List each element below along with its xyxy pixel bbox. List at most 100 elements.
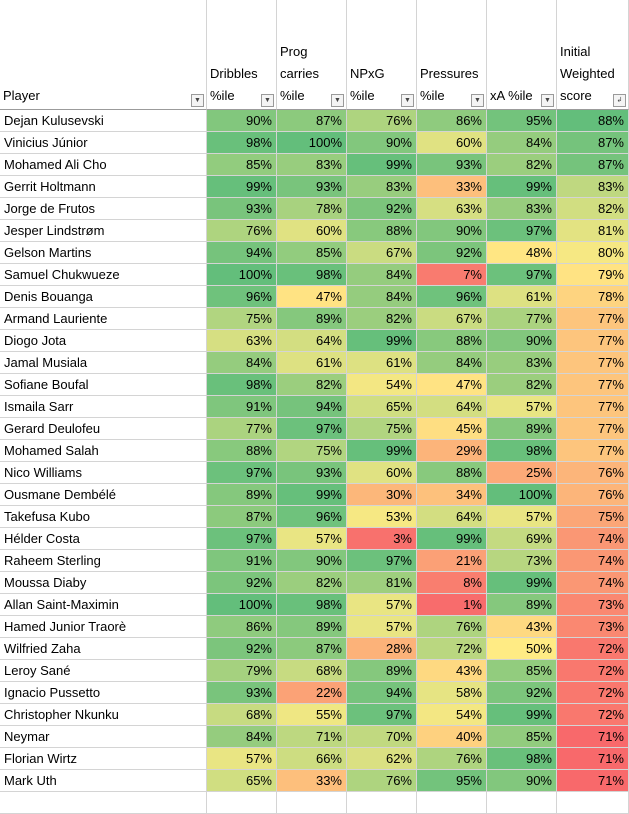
weighted-score-cell[interactable]: 73% [557, 616, 629, 638]
xa-cell[interactable]: 100% [487, 484, 557, 506]
weighted-score-cell[interactable]: 82% [557, 198, 629, 220]
xa-cell[interactable]: 83% [487, 352, 557, 374]
pressures-cell[interactable]: 8% [417, 572, 487, 594]
npxg-cell[interactable] [347, 792, 417, 814]
dribbles-cell[interactable]: 100% [207, 594, 277, 616]
prog-carries-cell[interactable]: 85% [277, 242, 347, 264]
player-name-cell[interactable]: Ignacio Pussetto [0, 682, 207, 704]
weighted-score-cell[interactable]: 77% [557, 396, 629, 418]
prog-carries-cell[interactable]: 87% [277, 110, 347, 132]
pressures-cell[interactable]: 64% [417, 506, 487, 528]
pressures-cell[interactable]: 64% [417, 396, 487, 418]
npxg-cell[interactable]: 76% [347, 770, 417, 792]
xa-cell[interactable]: 99% [487, 704, 557, 726]
weighted-score-cell[interactable]: 79% [557, 264, 629, 286]
player-name-cell[interactable]: Florian Wirtz [0, 748, 207, 770]
pressures-cell[interactable]: 72% [417, 638, 487, 660]
column-header-pressures[interactable]: Pressures %ile ▼ [417, 0, 487, 110]
player-name-cell[interactable]: Gerrit Holtmann [0, 176, 207, 198]
dribbles-cell[interactable]: 92% [207, 572, 277, 594]
dribbles-cell[interactable]: 85% [207, 154, 277, 176]
player-name-cell[interactable]: Armand Lauriente [0, 308, 207, 330]
npxg-cell[interactable]: 54% [347, 374, 417, 396]
xa-cell[interactable]: 85% [487, 726, 557, 748]
weighted-score-cell[interactable]: 81% [557, 220, 629, 242]
weighted-score-cell[interactable]: 73% [557, 594, 629, 616]
pressures-cell[interactable]: 93% [417, 154, 487, 176]
pressures-cell[interactable]: 7% [417, 264, 487, 286]
player-name-cell[interactable]: Takefusa Kubo [0, 506, 207, 528]
player-name-cell[interactable]: Hélder Costa [0, 528, 207, 550]
player-name-cell[interactable]: Hamed Junior Traorè [0, 616, 207, 638]
weighted-score-cell[interactable]: 87% [557, 154, 629, 176]
prog-carries-cell[interactable]: 78% [277, 198, 347, 220]
filter-dropdown-icon[interactable]: ▼ [401, 94, 414, 107]
npxg-cell[interactable]: 76% [347, 110, 417, 132]
prog-carries-cell[interactable]: 94% [277, 396, 347, 418]
npxg-cell[interactable]: 89% [347, 660, 417, 682]
player-name-cell[interactable]: Dejan Kulusevski [0, 110, 207, 132]
xa-cell[interactable]: 82% [487, 374, 557, 396]
xa-cell[interactable]: 61% [487, 286, 557, 308]
prog-carries-cell[interactable]: 71% [277, 726, 347, 748]
player-name-cell[interactable]: Raheem Sterling [0, 550, 207, 572]
xa-cell[interactable]: 82% [487, 154, 557, 176]
xa-cell[interactable]: 57% [487, 396, 557, 418]
pressures-cell[interactable]: 63% [417, 198, 487, 220]
xa-cell[interactable]: 73% [487, 550, 557, 572]
dribbles-cell[interactable]: 98% [207, 374, 277, 396]
pressures-cell[interactable]: 1% [417, 594, 487, 616]
weighted-score-cell[interactable]: 74% [557, 528, 629, 550]
pressures-cell[interactable]: 67% [417, 308, 487, 330]
filter-dropdown-icon[interactable]: ▼ [471, 94, 484, 107]
npxg-cell[interactable]: 62% [347, 748, 417, 770]
player-name-cell[interactable]: Christopher Nkunku [0, 704, 207, 726]
xa-cell[interactable]: 89% [487, 594, 557, 616]
player-name-cell[interactable]: Ismaila Sarr [0, 396, 207, 418]
npxg-cell[interactable]: 83% [347, 176, 417, 198]
npxg-cell[interactable]: 30% [347, 484, 417, 506]
xa-cell[interactable]: 95% [487, 110, 557, 132]
prog-carries-cell[interactable]: 47% [277, 286, 347, 308]
dribbles-cell[interactable]: 79% [207, 660, 277, 682]
pressures-cell[interactable]: 58% [417, 682, 487, 704]
prog-carries-cell[interactable]: 98% [277, 264, 347, 286]
weighted-score-cell[interactable]: 74% [557, 572, 629, 594]
xa-cell[interactable]: 97% [487, 264, 557, 286]
player-name-cell[interactable]: Samuel Chukwueze [0, 264, 207, 286]
weighted-score-cell[interactable]: 76% [557, 484, 629, 506]
filter-dropdown-icon[interactable]: ▼ [191, 94, 204, 107]
npxg-cell[interactable]: 94% [347, 682, 417, 704]
npxg-cell[interactable]: 65% [347, 396, 417, 418]
xa-cell[interactable]: 99% [487, 572, 557, 594]
dribbles-cell[interactable]: 76% [207, 220, 277, 242]
dribbles-cell[interactable] [207, 792, 277, 814]
column-header-npxg[interactable]: NPxG %ile ▼ [347, 0, 417, 110]
npxg-cell[interactable]: 97% [347, 550, 417, 572]
pressures-cell[interactable]: 84% [417, 352, 487, 374]
npxg-cell[interactable]: 60% [347, 462, 417, 484]
player-name-cell[interactable]: Nico Williams [0, 462, 207, 484]
dribbles-cell[interactable]: 84% [207, 352, 277, 374]
npxg-cell[interactable]: 57% [347, 594, 417, 616]
prog-carries-cell[interactable]: 100% [277, 132, 347, 154]
dribbles-cell[interactable]: 75% [207, 308, 277, 330]
pressures-cell[interactable]: 88% [417, 462, 487, 484]
prog-carries-cell[interactable]: 89% [277, 308, 347, 330]
prog-carries-cell[interactable]: 87% [277, 638, 347, 660]
player-name-cell[interactable]: Mohamed Ali Cho [0, 154, 207, 176]
prog-carries-cell[interactable]: 93% [277, 176, 347, 198]
xa-cell[interactable]: 57% [487, 506, 557, 528]
dribbles-cell[interactable]: 89% [207, 484, 277, 506]
npxg-cell[interactable]: 70% [347, 726, 417, 748]
prog-carries-cell[interactable]: 33% [277, 770, 347, 792]
pressures-cell[interactable]: 95% [417, 770, 487, 792]
dribbles-cell[interactable]: 92% [207, 638, 277, 660]
weighted-score-cell[interactable]: 72% [557, 682, 629, 704]
xa-cell[interactable]: 92% [487, 682, 557, 704]
npxg-cell[interactable]: 28% [347, 638, 417, 660]
player-name-cell[interactable]: Mark Uth [0, 770, 207, 792]
prog-carries-cell[interactable]: 82% [277, 374, 347, 396]
dribbles-cell[interactable]: 63% [207, 330, 277, 352]
prog-carries-cell[interactable]: 93% [277, 462, 347, 484]
